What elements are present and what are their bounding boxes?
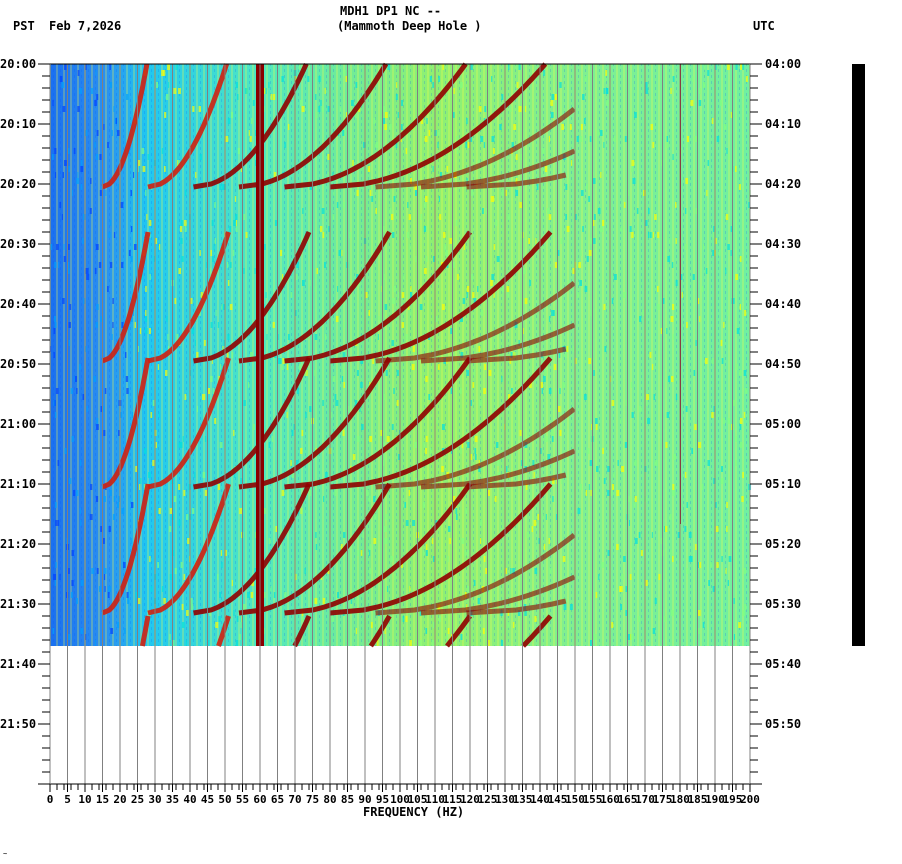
x-tick-label: 20 (113, 793, 127, 806)
x-tick-label: 65 (270, 793, 285, 806)
x-tick-label: 55 (235, 793, 250, 806)
station-name: (Mammoth Deep Hole ) (337, 19, 482, 33)
x-tick-label: 125 (477, 793, 498, 806)
x-axis-label: FREQUENCY (HZ) (363, 805, 465, 819)
y-tick-label: 20:30 (0, 237, 37, 251)
x-tick-label: 5 (64, 793, 71, 806)
x-tick-label: 45 (200, 793, 215, 806)
x-tick-label: 35 (165, 793, 180, 806)
x-tick-label: 115 (442, 793, 463, 806)
x-tick-label: 90 (358, 793, 372, 806)
y-tick-label: 05:40 (765, 657, 802, 671)
y-tick-label: 04:20 (765, 177, 802, 191)
x-tick-label: 180 (670, 793, 690, 806)
y-tick-label: 21:30 (0, 597, 37, 611)
x-tick-label: 40 (183, 793, 197, 806)
footer-mark: ~ (3, 850, 8, 858)
y-tick-label: 04:00 (765, 57, 802, 71)
y-tick-label: 05:10 (765, 477, 802, 491)
y-tick-label: 20:10 (0, 117, 37, 131)
x-tick-label: 85 (340, 793, 355, 806)
x-tick-label: 170 (635, 793, 655, 806)
x-tick-label: 110 (425, 793, 445, 806)
y-tick-label: 20:00 (0, 57, 37, 71)
y-tick-label: 21:00 (0, 417, 37, 431)
right-timezone-label: UTC (753, 19, 775, 33)
y-tick-label: 20:20 (0, 177, 37, 191)
y-tick-label: 21:20 (0, 537, 37, 551)
x-tick-label: 200 (740, 793, 760, 806)
date-label: Feb 7,2026 (49, 19, 122, 33)
x-tick-label: 135 (512, 793, 533, 806)
x-tick-label: 95 (375, 793, 390, 806)
x-tick-label: 0 (46, 793, 54, 806)
y-tick-label: 05:20 (765, 537, 802, 551)
x-tick-label: 160 (600, 793, 620, 806)
station-title: MDH1 DP1 NC -- (340, 4, 442, 18)
y-tick-label: 04:50 (765, 357, 802, 371)
x-tick-label: 145 (547, 793, 568, 806)
x-tick-label: 195 (722, 793, 743, 806)
x-tick-label: 155 (582, 793, 603, 806)
x-tick-label: 185 (687, 793, 708, 806)
x-tick-label: 120 (460, 793, 480, 806)
y-tick-label: 20:40 (0, 297, 37, 311)
y-tick-label: 04:40 (765, 297, 802, 311)
x-tick-label: 175 (652, 793, 673, 806)
x-tick-label: 80 (323, 793, 337, 806)
x-tick-label: 130 (495, 793, 515, 806)
y-tick-label: 05:30 (765, 597, 802, 611)
y-tick-label: 20:50 (0, 357, 37, 371)
y-tick-label: 05:50 (765, 717, 802, 731)
x-tick-label: 165 (617, 793, 638, 806)
x-tick-label: 100 (390, 793, 410, 806)
axes (38, 63, 762, 792)
x-tick-label: 30 (148, 793, 162, 806)
x-tick-label: 50 (218, 793, 232, 806)
y-tick-label: 21:50 (0, 717, 37, 731)
y-tick-label: 04:30 (765, 237, 802, 251)
x-tick-label: 15 (95, 793, 110, 806)
y-tick-label: 05:00 (765, 417, 802, 431)
y-tick-label: 21:40 (0, 657, 37, 671)
x-tick-label: 25 (130, 793, 145, 806)
x-tick-label: 60 (253, 793, 267, 806)
amplitude-scale-bar (852, 64, 865, 646)
x-tick-label: 150 (565, 793, 585, 806)
x-tick-label: 75 (305, 793, 320, 806)
x-tick-label: 140 (530, 793, 550, 806)
y-tick-label: 21:10 (0, 477, 37, 491)
x-tick-label: 10 (78, 793, 92, 806)
frequency-gridlines (67, 64, 733, 784)
left-timezone-label: PST (13, 19, 35, 33)
y-tick-label: 04:10 (765, 117, 802, 131)
x-tick-label: 70 (288, 793, 302, 806)
x-tick-label: 105 (407, 793, 428, 806)
x-tick-label: 190 (705, 793, 725, 806)
